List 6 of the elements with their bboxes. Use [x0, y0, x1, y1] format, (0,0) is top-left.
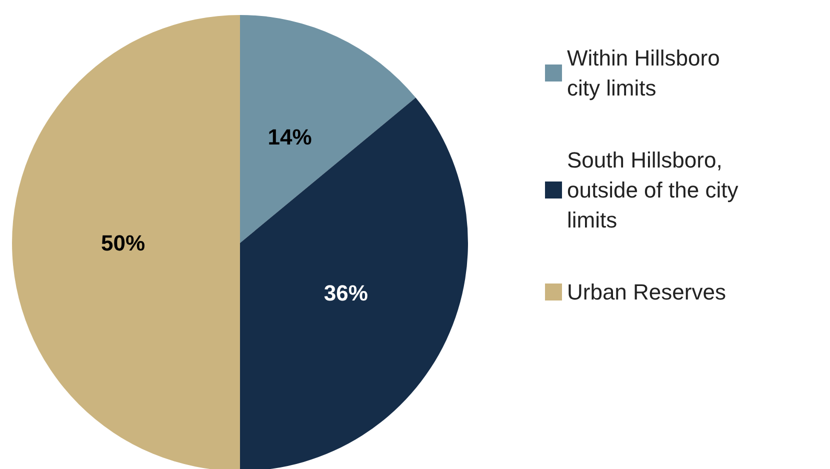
- data-label: 14%: [268, 124, 312, 150]
- legend-label: Within Hillsboro city limits: [567, 46, 726, 100]
- data-label: 50%: [100, 230, 146, 256]
- legend-label: Urban Reserves: [567, 280, 726, 304]
- legend-label: South Hillsboro, outside of the city limits: [567, 148, 744, 232]
- data-label: 36%: [324, 280, 368, 306]
